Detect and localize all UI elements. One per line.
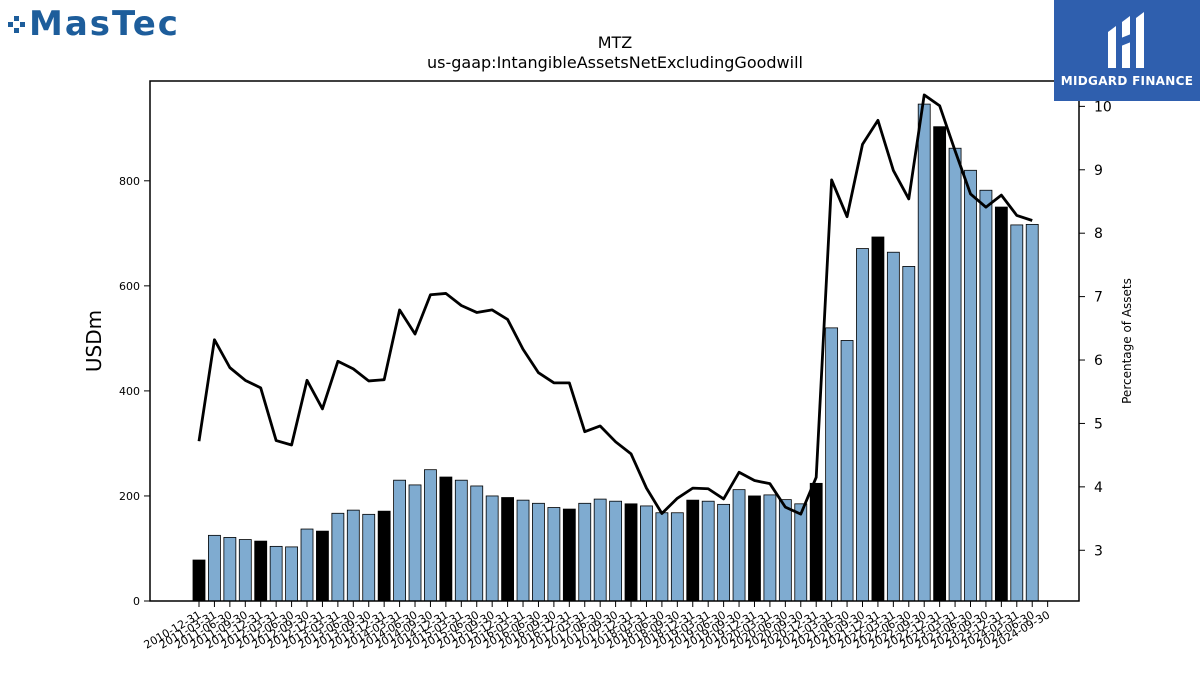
bar — [424, 469, 437, 602]
bar — [1025, 223, 1039, 602]
bar — [300, 528, 314, 602]
bar — [964, 169, 977, 602]
chart-title: MTZ — [598, 33, 633, 52]
y2-tick-label: 10 — [1094, 99, 1112, 115]
mastec-wordmark: MasTec — [29, 4, 180, 44]
bar — [578, 502, 592, 602]
percentage-line — [197, 93, 1033, 516]
bar — [316, 530, 329, 602]
bar — [979, 189, 993, 602]
y2-tick-label: 8 — [1094, 226, 1103, 242]
bar — [871, 236, 885, 602]
chart-subtitle: us-gaap:IntangibleAssetsNetExcludingGood… — [427, 53, 803, 72]
y-tick-label: 600 — [119, 280, 140, 293]
y2-axis: 3 4 5 6 7 8 9 10 — [1079, 99, 1112, 559]
mastec-logo: MasTec — [8, 4, 180, 44]
bar — [346, 509, 360, 602]
bar — [701, 500, 715, 602]
bar — [886, 251, 900, 602]
y-tick-label: 200 — [119, 490, 140, 503]
bar — [593, 498, 607, 602]
y2-tick-label: 4 — [1094, 480, 1103, 496]
bar — [562, 508, 576, 602]
bar — [856, 248, 869, 602]
bar — [825, 327, 839, 602]
bar — [454, 479, 468, 602]
bar — [547, 507, 561, 602]
bar — [238, 539, 252, 602]
bar — [377, 510, 391, 602]
bar — [686, 499, 700, 602]
bar — [254, 540, 268, 602]
y2-tick-label: 3 — [1094, 543, 1103, 559]
y2-tick-label: 6 — [1094, 353, 1103, 369]
bar — [393, 479, 406, 602]
bar — [748, 495, 761, 602]
bar — [933, 126, 947, 602]
bar — [192, 559, 206, 602]
y-tick-label: 400 — [119, 385, 140, 398]
midgard-mark-icon — [1108, 12, 1144, 68]
y2-axis-label: Percentage of Assets — [1120, 278, 1134, 404]
y-axis: 0 200 400 600 800 — [119, 175, 150, 608]
bar — [624, 503, 638, 602]
bar — [948, 147, 962, 602]
bar — [223, 537, 237, 602]
y-tick-label: 0 — [133, 595, 140, 608]
plot-frame — [149, 80, 1080, 602]
bar — [516, 499, 530, 602]
midgard-finance-logo: MIDGARD FINANCE — [1054, 0, 1200, 101]
bar — [285, 546, 298, 602]
y2-tick-label: 5 — [1094, 416, 1103, 432]
bar — [609, 500, 623, 602]
bar — [331, 512, 345, 602]
bar — [208, 534, 221, 602]
y2-tick-label: 7 — [1094, 290, 1103, 306]
bar — [778, 499, 792, 602]
bar — [717, 503, 731, 602]
x-axis: 2010-12-312011-03-312011-06-302011-09-30… — [142, 601, 1052, 652]
bar — [794, 503, 808, 602]
bar — [1010, 224, 1024, 602]
bar — [408, 484, 422, 602]
bar — [732, 489, 746, 602]
bar — [902, 266, 916, 602]
bar — [670, 512, 684, 602]
bar — [655, 512, 669, 602]
bar — [640, 505, 653, 602]
bar — [362, 513, 376, 602]
bar — [501, 497, 515, 602]
bar — [439, 476, 453, 602]
y2-tick-label: 9 — [1094, 163, 1103, 179]
bar — [809, 482, 823, 602]
line-series — [197, 93, 1033, 516]
mastec-mark-icon — [8, 15, 25, 33]
bar — [470, 485, 484, 602]
bar — [763, 494, 777, 602]
bar — [532, 502, 545, 602]
bar — [994, 206, 1008, 602]
y-axis-label: USDm — [82, 310, 106, 372]
bar — [840, 340, 854, 602]
midgard-wordmark: MIDGARD FINANCE — [1060, 74, 1194, 88]
bar — [269, 545, 283, 602]
bar — [917, 103, 931, 602]
bar — [485, 495, 499, 602]
y-tick-label: 800 — [119, 175, 140, 188]
